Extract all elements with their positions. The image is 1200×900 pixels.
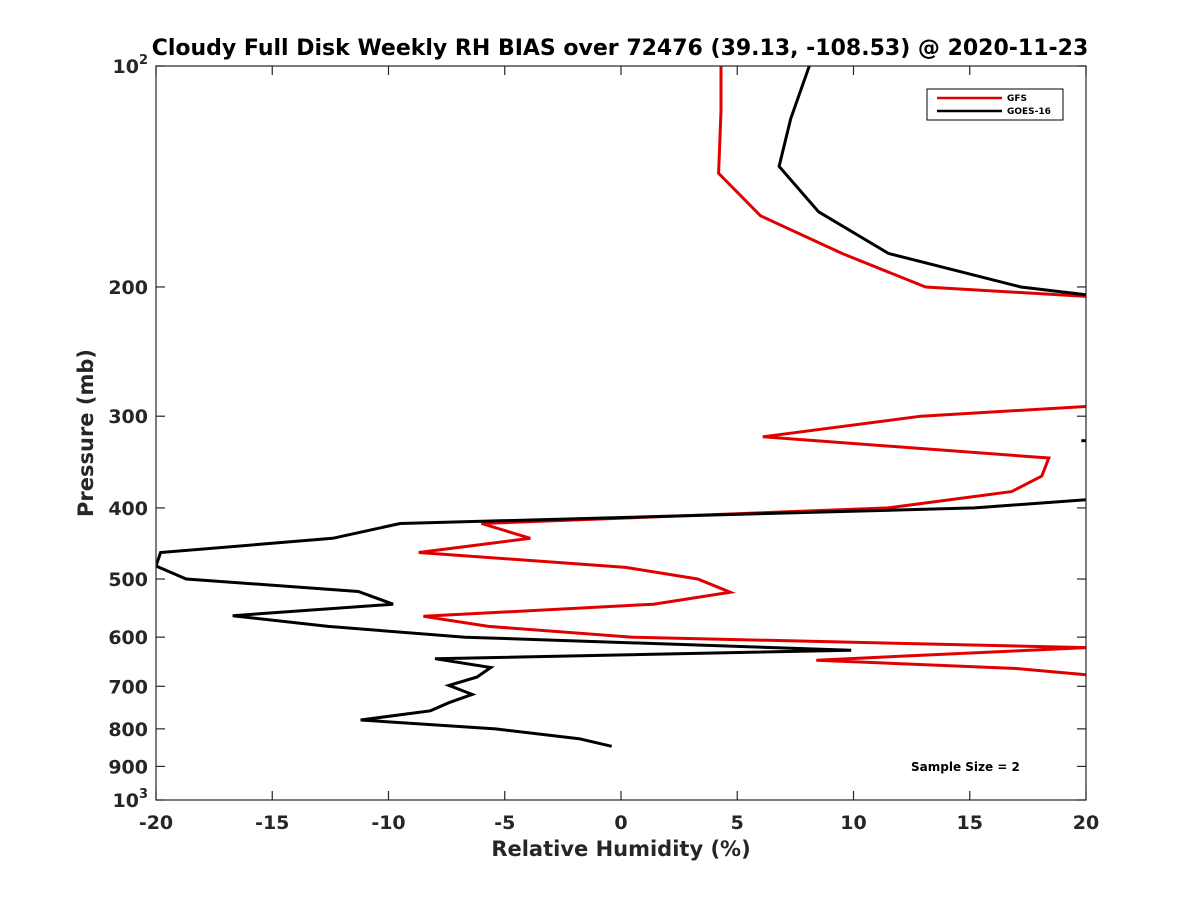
plot-frame — [155, 65, 1087, 801]
y-tick-label: 400 — [108, 498, 148, 520]
x-tick-label: 15 — [957, 812, 983, 834]
chart-title: Cloudy Full Disk Weekly RH BIAS over 724… — [152, 36, 1089, 61]
x-tick-label: 5 — [731, 812, 744, 834]
y-tick-label: 700 — [108, 676, 148, 698]
x-tick-label: 20 — [1073, 812, 1099, 834]
legend: GFS GOES-16 — [926, 88, 1064, 121]
x-tick-label: -15 — [255, 812, 289, 834]
series-line-gfs-seg-0 — [717, 66, 1086, 298]
series-line-gfs-seg-1 — [418, 405, 1086, 677]
legend-label-gfs: GFS — [1007, 94, 1027, 104]
x-axis-ticks: -20 -15 -10 -5 0 5 10 15 20 — [139, 66, 1099, 834]
y-tick-label: 200 — [108, 277, 148, 299]
y-tick-label: 102 — [113, 53, 149, 78]
x-tick-label: -10 — [371, 812, 405, 834]
y-tick-label: 300 — [108, 406, 148, 428]
y-tick-label: 600 — [108, 627, 148, 649]
y-tick-label: 103 — [113, 787, 149, 812]
x-tick-label: -20 — [139, 812, 173, 834]
series-layer — [156, 66, 1086, 748]
y-tick-label: 500 — [108, 569, 148, 591]
x-tick-label: 10 — [840, 812, 866, 834]
y-tick-label: 900 — [108, 756, 148, 778]
x-tick-label: 0 — [614, 812, 627, 834]
x-tick-label: -5 — [494, 812, 515, 834]
y-axis-ticks: 102 200 300 400 500 600 700 800 900 103 — [108, 53, 1086, 812]
series-line-goes-16-seg-2 — [156, 498, 1086, 748]
legend-box — [926, 88, 1064, 121]
legend-label-goes-16: GOES-16 — [1007, 107, 1051, 117]
y-axis-label: Pressure (mb) — [74, 349, 98, 517]
y-tick-label: 800 — [108, 719, 148, 741]
series-line-goes-16-seg-0 — [777, 66, 1086, 297]
x-axis-label: Relative Humidity (%) — [491, 837, 750, 861]
sample-size-annotation: Sample Size = 2 — [911, 760, 1020, 774]
